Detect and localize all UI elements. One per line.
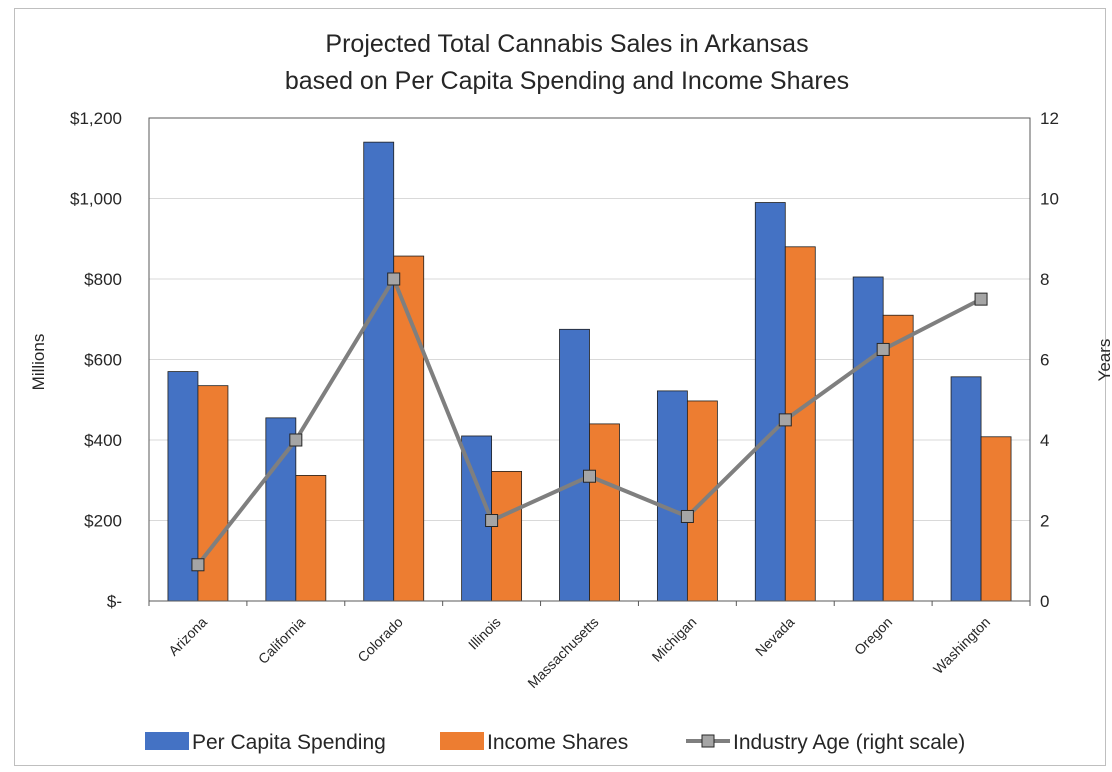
legend-label-industry-age: Industry Age (right scale) (733, 731, 965, 754)
plot-area-border (148, 117, 1031, 602)
bar-per-capita-colorado (363, 141, 395, 602)
category-label-massachusetts: Massachusetts (524, 614, 601, 691)
category-label-washington: Washington (930, 614, 993, 677)
y-tick-label: $600 (84, 351, 122, 370)
industry-age-marker-illinois (485, 514, 499, 527)
category-label-colorado: Colorado (354, 614, 406, 666)
industry-age-marker-washington (974, 292, 988, 306)
y2-tick-label: 2 (1040, 512, 1049, 531)
y2-tick-label: 4 (1040, 431, 1049, 450)
y-tick-label: $- (107, 592, 122, 611)
bar-per-capita-nevada (754, 202, 786, 602)
axes-group (148, 117, 1031, 606)
chart-title-line-1: Projected Total Cannabis Sales in Arkans… (325, 30, 808, 58)
y-tick-label: $1,200 (70, 109, 122, 128)
bar-income-shares-washington (980, 436, 1012, 602)
category-labels: Arizona California Colorado Illinois Massach… (165, 614, 993, 691)
industry-age-marker-massachusetts (583, 469, 596, 483)
tick-labels: $- $200 $400 $600 $800 $1,000 $1,200 0 2 4 6 8 10 12 (70, 109, 1059, 611)
y-axis-title: Millions (29, 334, 48, 391)
legend-marker-industry-age (701, 734, 715, 748)
y2-axis-title: Years (1095, 339, 1112, 382)
y2-tick-label: 10 (1040, 190, 1059, 209)
bar-income-shares-california (295, 475, 327, 602)
legend-swatch-income-shares (440, 732, 484, 750)
bar-per-capita-oregon (852, 276, 884, 602)
legend-swatch-per-capita (145, 732, 189, 750)
category-label-california: California (255, 614, 308, 667)
industry-age-marker-nevada (778, 413, 792, 427)
y-tick-label: $200 (84, 512, 122, 531)
chart-title-line-2: based on Per Capita Spending and Income … (285, 67, 849, 95)
y2-tick-label: 6 (1040, 351, 1049, 370)
y2-tick-label: 0 (1040, 592, 1049, 611)
bar-income-shares-colorado (393, 255, 425, 602)
bar-per-capita-washington (950, 376, 982, 602)
y2-tick-label: 8 (1040, 270, 1049, 289)
category-label-michigan: Michigan (649, 614, 700, 665)
y-tick-label: $800 (84, 270, 122, 289)
category-label-oregon: Oregon (851, 614, 895, 658)
bar-income-shares-illinois (491, 470, 523, 602)
category-label-illinois: Illinois (465, 614, 504, 653)
legend-label-per-capita: Per Capita Spending (192, 731, 386, 754)
industry-age-marker-colorado (387, 272, 401, 286)
industry-age-marker-oregon (876, 342, 890, 356)
y-tick-label: $400 (84, 431, 122, 450)
line-series-group (191, 272, 988, 572)
bars-group (167, 141, 1012, 602)
legend-label-income-shares: Income Shares (487, 731, 628, 754)
legend: Per Capita Spending Income Shares Industry… (145, 731, 965, 754)
industry-age-marker-california (289, 433, 303, 447)
bar-per-capita-michigan (656, 390, 688, 602)
category-label-arizona: Arizona (165, 614, 210, 659)
bar-income-shares-oregon (882, 314, 914, 602)
y-tick-label: $1,000 (70, 190, 122, 209)
industry-age-marker-michigan (680, 509, 694, 523)
bar-per-capita-massachusetts (559, 328, 590, 602)
category-label-nevada: Nevada (752, 614, 798, 660)
y2-tick-label: 12 (1040, 109, 1059, 128)
industry-age-marker-arizona (191, 558, 205, 572)
bar-income-shares-massachusetts (589, 423, 620, 602)
